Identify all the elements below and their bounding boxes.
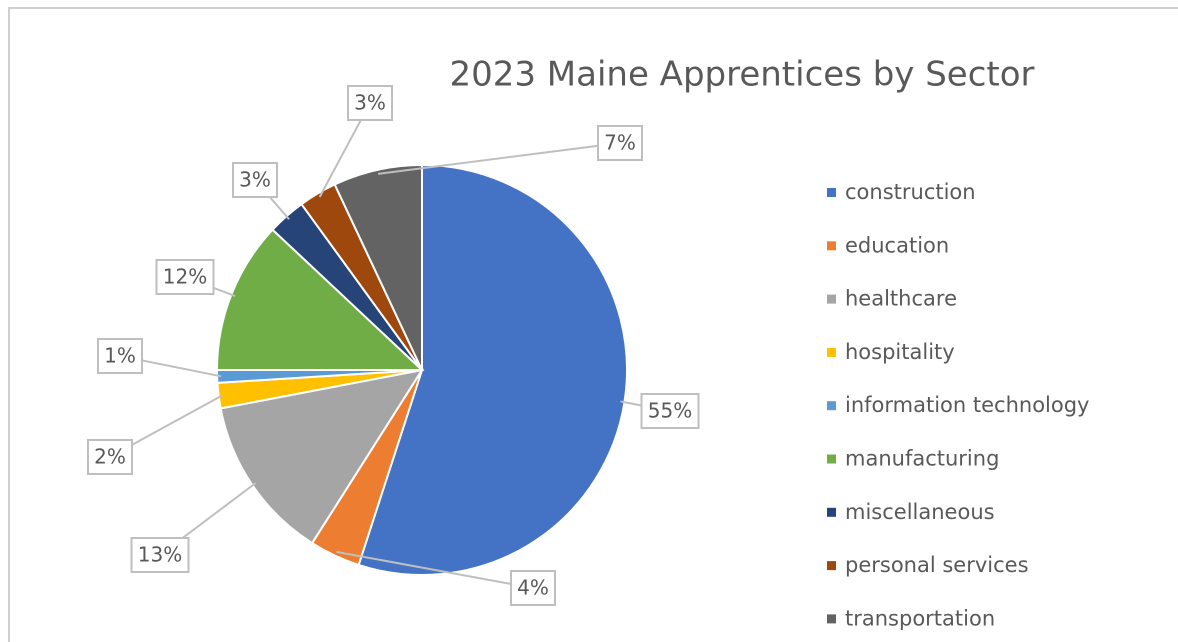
legend-label: manufacturing	[845, 447, 999, 471]
data-label-box	[640, 393, 700, 429]
data-label: 3%	[354, 91, 386, 115]
data-label: 4%	[517, 576, 549, 600]
data-label: 7%	[604, 131, 636, 155]
legend-label: information technology	[845, 393, 1089, 417]
data-label: 55%	[648, 399, 692, 423]
legend-swatch	[827, 401, 836, 411]
legend-label: construction	[845, 180, 976, 204]
legend-swatch	[827, 507, 836, 517]
legend-swatch	[827, 561, 836, 571]
data-label: 1%	[104, 344, 136, 368]
data-label: 2%	[94, 445, 126, 469]
data-label-box	[597, 125, 643, 161]
data-label-box	[510, 570, 556, 606]
legend-label: personal services	[845, 553, 1029, 577]
data-label-box	[97, 338, 143, 374]
leader-line	[378, 142, 621, 175]
data-label-box	[130, 537, 190, 573]
legend-label: hospitality	[845, 340, 955, 364]
legend-swatch	[827, 614, 836, 624]
legend-swatch	[827, 294, 836, 304]
legend-swatch	[827, 241, 836, 251]
data-label: 3%	[239, 168, 271, 192]
data-label-box	[155, 259, 215, 295]
data-label: 13%	[138, 543, 182, 567]
legend-label: transportation	[845, 606, 995, 630]
legend-swatch	[827, 188, 836, 197]
legend-label: education	[845, 233, 949, 257]
pie-slice	[333, 163, 423, 371]
data-label-box	[347, 85, 393, 121]
chart-border	[8, 7, 1178, 642]
legend-label: healthcare	[845, 287, 957, 311]
legend-swatch	[827, 454, 836, 464]
leader-line	[336, 550, 534, 589]
data-label: 12%	[163, 265, 207, 289]
legend-swatch	[827, 347, 836, 357]
data-label-box	[87, 439, 133, 475]
data-label-box	[232, 162, 278, 198]
legend-label: miscellaneous	[845, 500, 995, 524]
chart-title: 2023 Maine Apprentices by Sector	[449, 55, 1034, 95]
